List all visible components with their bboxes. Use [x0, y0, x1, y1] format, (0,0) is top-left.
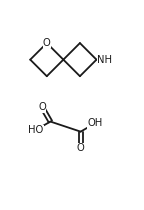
Text: NH: NH [97, 55, 112, 65]
Text: O: O [38, 102, 46, 112]
Text: O: O [43, 38, 51, 48]
Text: OH: OH [87, 118, 103, 128]
Text: HO: HO [28, 125, 44, 135]
Text: O: O [77, 143, 85, 153]
